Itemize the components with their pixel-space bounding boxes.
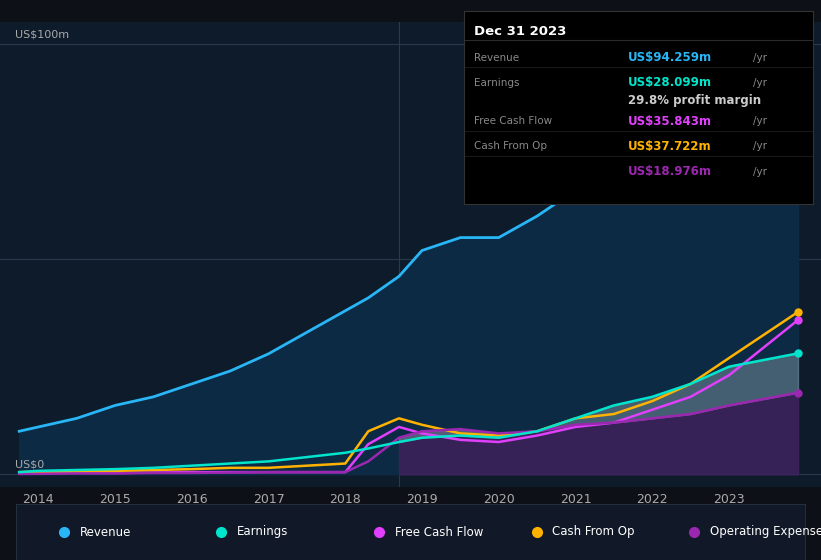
Text: Earnings: Earnings <box>475 78 520 88</box>
Text: Operating Expenses: Operating Expenses <box>0 559 1 560</box>
Text: Earnings: Earnings <box>237 525 288 539</box>
Text: US$94.259m: US$94.259m <box>628 51 712 64</box>
Text: Cash From Op: Cash From Op <box>553 525 635 539</box>
Text: /yr: /yr <box>754 166 768 176</box>
Text: Dec 31 2023: Dec 31 2023 <box>475 25 566 38</box>
Text: US$0: US$0 <box>16 460 44 470</box>
Text: US$18.976m: US$18.976m <box>628 165 712 178</box>
Text: /yr: /yr <box>754 116 768 127</box>
Text: /yr: /yr <box>754 53 768 63</box>
Text: US$28.099m: US$28.099m <box>628 76 712 89</box>
Text: Cash From Op: Cash From Op <box>475 142 548 151</box>
Text: US$37.722m: US$37.722m <box>628 140 712 153</box>
Text: Free Cash Flow: Free Cash Flow <box>395 525 483 539</box>
Text: Free Cash Flow: Free Cash Flow <box>475 116 553 127</box>
Text: US$35.843m: US$35.843m <box>628 115 712 128</box>
Text: Operating Expenses: Operating Expenses <box>710 525 821 539</box>
Text: 29.8% profit margin: 29.8% profit margin <box>628 94 761 106</box>
Text: Revenue: Revenue <box>475 53 520 63</box>
Text: Revenue: Revenue <box>80 525 131 539</box>
Text: US$100m: US$100m <box>16 30 70 40</box>
Text: /yr: /yr <box>754 142 768 151</box>
Text: /yr: /yr <box>754 78 768 88</box>
